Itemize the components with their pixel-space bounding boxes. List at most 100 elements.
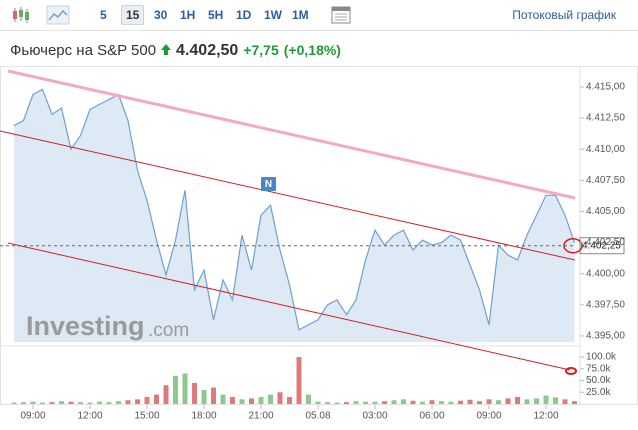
x-tick-label: 21:00	[248, 411, 273, 422]
volume-bar	[154, 394, 159, 404]
volume-bar	[230, 396, 235, 404]
trend-line	[7, 242, 571, 371]
x-tick-label: 12:00	[533, 411, 558, 422]
interval-button[interactable]: 15	[121, 5, 145, 25]
volume-bar	[572, 401, 577, 404]
volume-bar	[220, 394, 226, 404]
instrument-header: Фьючерс на S&P 500 4.402,50 +7,75 (+0,18…	[10, 42, 341, 60]
volume-bar	[382, 401, 387, 404]
table-icon[interactable]	[330, 5, 352, 25]
volume-bar	[534, 398, 539, 404]
volume-bar	[182, 373, 188, 404]
price: 4.402,50	[176, 42, 239, 59]
x-tick-label: 12:00	[77, 411, 102, 422]
volume-bar	[125, 400, 131, 404]
trend-line	[0, 130, 576, 261]
interval-button[interactable]: 1H	[180, 8, 196, 22]
x-tick-label: 09:00	[476, 411, 501, 422]
volume-bar	[277, 392, 283, 404]
watermark-brand: Investing	[26, 311, 145, 341]
price-area	[14, 89, 575, 343]
x-tick-label: 06:00	[419, 411, 444, 422]
instrument-name: Фьючерс на S&P 500	[10, 42, 157, 59]
volume-bar	[439, 401, 444, 404]
interval-button[interactable]: 5H	[208, 8, 224, 22]
volume-bar	[429, 400, 435, 404]
volume-bar	[11, 402, 17, 404]
volume-bar	[97, 401, 102, 404]
interval-button[interactable]: 30	[154, 8, 168, 22]
y-tick-label: 25.0k	[586, 387, 611, 398]
volume-bar	[78, 402, 83, 404]
area-icon[interactable]	[46, 5, 70, 25]
interval-button[interactable]: 1M	[292, 8, 309, 22]
x-tick-label: 15:00	[134, 411, 159, 422]
trend-handle	[565, 367, 577, 375]
volume-bar	[201, 389, 207, 404]
top-layer: 4.402,25	[0, 237, 625, 255]
y-tick-label: 4.397,50	[586, 299, 625, 310]
volume-bar	[68, 401, 74, 404]
x-tick-label: 18:00	[191, 411, 216, 422]
volume-bar	[496, 400, 501, 404]
volume-bar	[553, 397, 558, 404]
volume-bar	[315, 401, 321, 404]
volume-bar	[268, 394, 273, 404]
volume-bar	[30, 401, 36, 404]
interval-button[interactable]: 1W	[264, 8, 282, 22]
volume-bar	[258, 396, 264, 404]
up-arrow	[161, 44, 172, 55]
volume-bar	[211, 387, 216, 404]
volume-bar	[325, 402, 330, 404]
volume-bar	[144, 396, 150, 404]
volume-bar	[135, 399, 140, 404]
volume-bar	[21, 402, 26, 404]
stream-link[interactable]: Потоковый график	[512, 8, 616, 22]
candle-icon[interactable]	[10, 5, 32, 25]
toolbar: 5 15 30 1H 5H 1D 1W 1M Потоковый график	[0, 0, 638, 31]
volume-bar	[486, 399, 492, 404]
y-tick-label: 50.0k	[586, 375, 611, 386]
volume-bar	[306, 394, 311, 404]
volume-bar	[467, 399, 473, 404]
volume-bar	[173, 375, 178, 404]
volume-bar	[87, 402, 93, 404]
volume-bar	[562, 399, 568, 404]
last-price-box	[579, 237, 625, 255]
volume-bar	[249, 398, 254, 404]
volume-bar	[420, 401, 425, 404]
y-tick-label: 4.402,50	[586, 237, 625, 248]
volume-bar	[163, 385, 169, 404]
y-tick-label: 4.405,00	[586, 206, 625, 217]
y-tick-label: 4.412,50	[586, 113, 625, 124]
volume-bar	[543, 395, 549, 404]
last-price-label: 4.402,25	[582, 240, 621, 251]
y-tick-label: 100.0k	[586, 352, 617, 363]
interval-button[interactable]: 5	[100, 8, 107, 22]
trend-line	[7, 69, 576, 200]
volume-bar	[334, 402, 340, 404]
change-pct: (+0,18%)	[283, 42, 341, 58]
volume-bar	[410, 400, 416, 404]
y-tick-label: 75.0k	[586, 363, 611, 374]
volume-bar	[353, 401, 359, 404]
watermark-suffix: .com	[148, 320, 189, 341]
y-tick-label: 4.407,50	[586, 175, 625, 186]
news-marker-label: N	[265, 179, 272, 190]
volume-bar	[505, 398, 511, 404]
volume-bar	[239, 399, 245, 404]
volume-bar	[524, 399, 530, 404]
y-tick-label: 4.415,00	[586, 82, 625, 93]
x-tick-label: 03:00	[362, 411, 387, 422]
y-tick-label: 4.410,00	[586, 144, 625, 155]
volume-bar	[116, 401, 121, 404]
volume-bar	[372, 401, 378, 404]
volume-bar	[515, 396, 520, 404]
interval-button[interactable]: 1D	[236, 8, 252, 22]
volume-bar	[287, 396, 292, 404]
volume-bar	[363, 401, 368, 404]
news-marker	[261, 177, 276, 191]
volume-bar	[192, 382, 197, 404]
